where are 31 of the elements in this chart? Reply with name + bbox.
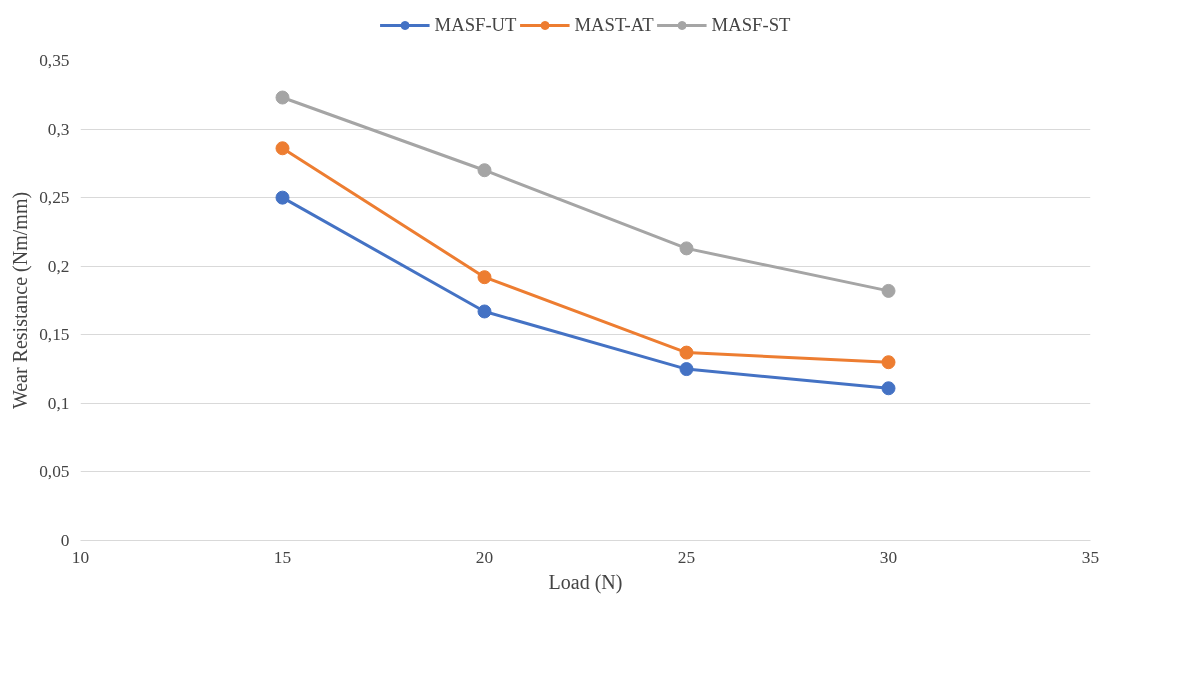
y-tick-label: 0,35 bbox=[39, 51, 70, 70]
point bbox=[477, 163, 492, 178]
point bbox=[275, 90, 290, 105]
x-tick-label: 15 bbox=[273, 547, 292, 567]
y-tick-label: 0,3 bbox=[47, 119, 70, 139]
point bbox=[881, 283, 896, 298]
point bbox=[679, 241, 694, 256]
legend-label: MASF-UT bbox=[434, 14, 517, 36]
x-tick-label: 25 bbox=[677, 547, 696, 567]
y-tick-label: 0,25 bbox=[39, 188, 70, 208]
x-tick-label: 35 bbox=[1081, 547, 1100, 567]
y-tick-label: 0,15 bbox=[39, 325, 70, 345]
y-tick-label: 0,2 bbox=[47, 256, 70, 276]
point bbox=[477, 270, 492, 285]
point bbox=[881, 355, 896, 370]
point bbox=[275, 141, 290, 156]
y-tick-label: 0 bbox=[60, 531, 70, 550]
y-axis-title: Wear Resistance (Nm/mm) bbox=[9, 191, 33, 410]
y-tick-label: 0,1 bbox=[47, 393, 70, 413]
y-tick-label: 0,05 bbox=[39, 462, 70, 482]
point bbox=[881, 381, 896, 396]
x-axis-title: Load (N) bbox=[548, 570, 623, 594]
x-tick-label: 10 bbox=[71, 547, 90, 567]
point bbox=[679, 362, 694, 377]
legend-label: MAST-AT bbox=[574, 14, 654, 36]
point bbox=[275, 190, 290, 205]
legend-label: MASF-ST bbox=[711, 14, 791, 36]
x-tick-label: 30 bbox=[879, 547, 898, 567]
point bbox=[477, 304, 492, 319]
point bbox=[679, 345, 694, 360]
x-tick-label: 20 bbox=[475, 547, 494, 567]
